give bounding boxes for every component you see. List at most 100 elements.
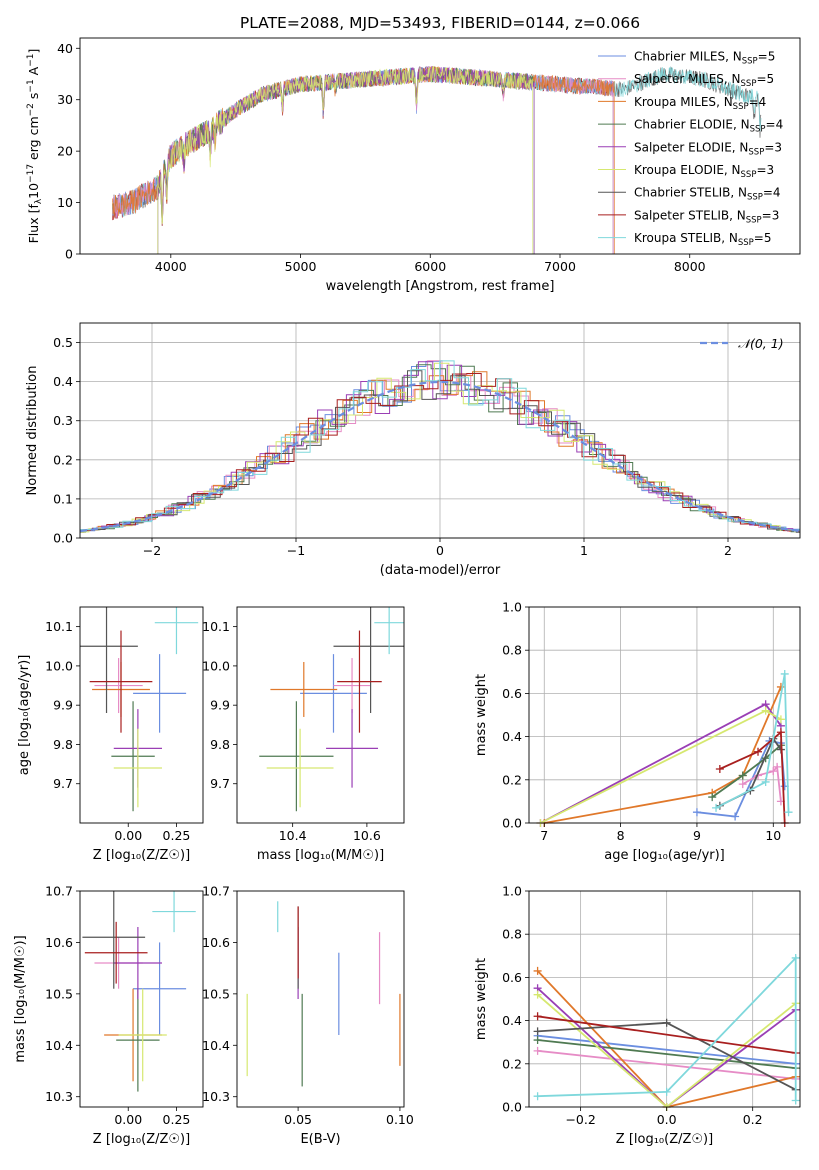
legend-entry: Kroupa ELODIE, NSSP=3 (598, 163, 774, 180)
y-tick-label: 9.7 (53, 776, 73, 791)
panel-mass-vs-Z: 0.00 0.25 10.3 10.4 10.5 10.6 10.7 Z [log₁₀(Z/Z… (13, 884, 204, 1147)
axes-frame (528, 890, 801, 1108)
legend-n: , N (730, 186, 747, 200)
axes-frame (528, 606, 801, 824)
legend-model: Chabrier ELODIE (634, 118, 733, 132)
weight-marker (662, 1087, 671, 1096)
weight-marker (754, 747, 763, 756)
y-tick-label: 0.5 (53, 335, 73, 350)
y-tick-label: 10.5 (202, 986, 230, 1001)
legend-sub: SSP (746, 215, 762, 225)
panel-spectrum: 4000 5000 6000 7000 8000 0 10 20 30 40 wavelength … (26, 37, 801, 294)
plot-content (82, 891, 196, 1092)
axes-frame (79, 606, 204, 824)
legend-sub: SSP (741, 79, 757, 89)
errorbar-point (374, 607, 404, 655)
weight-line-salpeter-stelib (719, 730, 786, 824)
x-tick-label: 8 (617, 828, 625, 843)
panel-residuals: −2 −1 0 1 2 0.0 0.1 0.2 0.3 0.4 0.5 (data-model)/er… (25, 322, 801, 578)
y-tick-label: 10 (57, 195, 73, 210)
x-tick-label: 9 (693, 828, 701, 843)
legend-label: 𝒩(0, 1) (738, 336, 784, 351)
weight-marker (761, 777, 770, 786)
errorbar-point (333, 658, 371, 714)
y-tick-label: 9.9 (210, 698, 230, 713)
legend-n: , N (724, 72, 741, 86)
y-tick-label: 10.7 (45, 884, 73, 899)
y-axis-label-part: Flux [f (26, 204, 41, 244)
y-tick-label: 0.2 (502, 772, 522, 787)
legend-sub: SSP (733, 102, 749, 112)
legend-label: Salpeter STELIB, NSSP=3 (634, 208, 779, 225)
y-tick-label: 10.1 (45, 619, 73, 634)
weight-line-chabrier-elodie (537, 1039, 796, 1069)
y-tick-label: 9.7 (210, 776, 230, 791)
errorbar-point (154, 607, 199, 655)
y-tick-label: 9.9 (53, 698, 73, 713)
errorbar-point (113, 927, 162, 999)
y-tick-label: 20 (57, 144, 73, 159)
legend-sub: SSP (747, 193, 763, 203)
legend-entry: Chabrier ELODIE, NSSP=4 (598, 118, 783, 135)
histogram-chabrier-stelib (80, 370, 800, 538)
weight-line-chabrier-miles (537, 1034, 796, 1065)
weight-marker (731, 812, 740, 821)
x-tick-label: −0.2 (565, 1112, 595, 1127)
panel-mass-vs-ebv: 0.05 0.10 10.3 10.4 10.5 10.6 10.7 E(B-V) (202, 884, 414, 1148)
legend-model: Chabrier MILES (634, 50, 725, 64)
y-tick-label: 10.1 (202, 619, 230, 634)
legend-n: , N (721, 231, 738, 245)
x-tick-label: 0.2 (743, 1112, 763, 1127)
y-tick-label: 0.1 (53, 491, 73, 506)
legend-label: Chabrier STELIB, NSSP=4 (634, 186, 781, 203)
x-tick-label: 5000 (285, 259, 317, 274)
errorbar-point (152, 891, 196, 933)
errorbar-point (118, 988, 167, 1082)
x-axis-label: age [log₁₀(age/yr)] (604, 848, 725, 863)
y-tick-label: 10.3 (202, 1089, 230, 1104)
x-tick-label: 2 (724, 543, 732, 558)
y-tick-label: 10.7 (202, 884, 230, 899)
x-tick-label: 6000 (414, 259, 446, 274)
x-tick-label: −2 (143, 543, 161, 558)
x-tick-label: 0.0 (657, 1112, 677, 1127)
y-axis-label-part: ] (26, 49, 41, 54)
x-tick-label: 7000 (544, 259, 576, 274)
y-tick-label: 30 (57, 92, 73, 107)
weight-marker (784, 808, 793, 817)
x-tick-label: 1 (580, 543, 588, 558)
weight-marker (738, 780, 747, 789)
y-tick-label: 9.8 (210, 737, 230, 752)
errorbar-point (94, 658, 143, 714)
weight-line-kroupa-stelib (537, 955, 797, 1101)
errorbar-point (82, 891, 146, 989)
panel-weight-vs-Z: −0.2 0.0 0.2 0.0 0.2 0.4 0.6 0.8 1.0 Z [log₁₀(Z/Z… (474, 884, 801, 1147)
plot-area (80, 607, 203, 823)
y-tick-label: 10.6 (45, 935, 73, 950)
legend-label: Kroupa MILES, NSSP=4 (634, 95, 766, 112)
y-axis-label-part: −17 (26, 164, 36, 183)
weight-marker (773, 762, 782, 771)
y-tick-label: 0.6 (502, 970, 522, 985)
axes-frame (79, 890, 204, 1108)
legend-n: , N (729, 208, 746, 222)
y-axis-label: Normed distribution (25, 366, 40, 496)
errorbar-point (337, 630, 382, 733)
legend-value: =3 (764, 140, 782, 154)
legend-model: Kroupa STELIB (634, 231, 721, 245)
y-tick-label: 1.0 (502, 884, 522, 899)
y-axis-label: Flux [fλ10−17 erg cm−2 s−1 A−1] (26, 49, 44, 244)
plot-content (259, 607, 404, 812)
weight-marker (761, 706, 770, 715)
weight-marker (533, 1046, 542, 1055)
y-axis-label: mass weight (474, 958, 489, 1040)
weight-marker (533, 990, 542, 999)
legend-model: Salpeter ELODIE (634, 140, 732, 154)
legend-sub: SSP (750, 125, 766, 135)
weight-marker (791, 1096, 800, 1105)
weight-line-salpeter-miles (537, 1049, 796, 1080)
weight-marker (791, 953, 800, 962)
weight-marker (712, 803, 721, 812)
x-tick-label: 0.05 (284, 1112, 312, 1127)
